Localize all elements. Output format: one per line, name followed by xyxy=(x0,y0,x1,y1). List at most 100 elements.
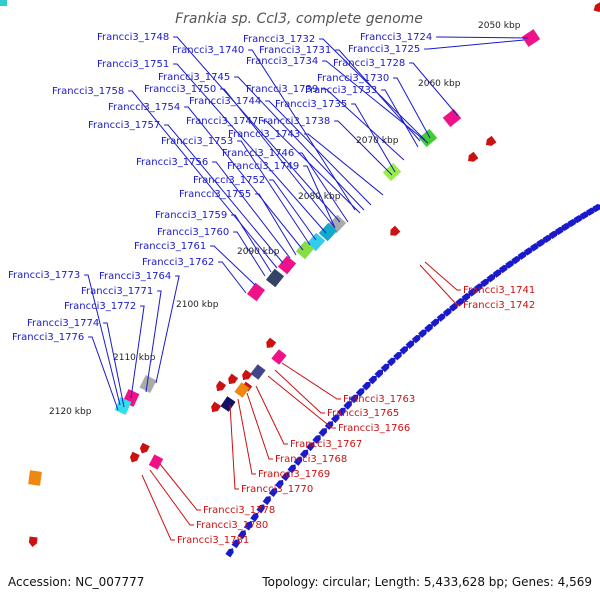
forward-gene-arrow xyxy=(355,388,365,397)
gene-label-reverse: Francci3_1781 xyxy=(177,535,249,546)
leader-line xyxy=(255,385,288,445)
forward-gene-arrow xyxy=(318,428,328,437)
reverse-gene xyxy=(28,536,38,547)
gene-label-forward: Francci3_1731 xyxy=(259,45,331,56)
forward-gene-arrow xyxy=(486,274,496,283)
forward-gene-arrow xyxy=(312,435,321,444)
gene-label-reverse: Francci3_1778 xyxy=(203,505,275,516)
gene-label-forward: Francci3_1725 xyxy=(348,44,420,55)
leader-line xyxy=(88,336,119,411)
leader-line xyxy=(155,275,180,384)
forward-gene-arrow xyxy=(299,449,309,459)
leader-line xyxy=(255,193,297,256)
forward-gene-arrow xyxy=(411,334,421,344)
forward-gene-arrow xyxy=(480,278,490,288)
leader-line xyxy=(234,76,365,211)
gene-label-forward: Francci3_1752 xyxy=(193,175,265,186)
forward-gene-arrow xyxy=(281,472,290,482)
gene-label-forward: Francci3_1739 xyxy=(246,84,318,95)
forward-gene-arrow xyxy=(554,226,565,236)
gene-label-forward: Francci3_1749 xyxy=(227,161,299,172)
forward-gene-arrow xyxy=(424,324,434,333)
forward-gene-arrow xyxy=(573,215,583,224)
forward-gene-arrow xyxy=(498,264,508,274)
gene-label-forward: Francci3_1732 xyxy=(243,34,315,45)
leader-line xyxy=(393,77,431,139)
gene-label-forward: Francci3_1740 xyxy=(172,45,244,56)
forward-gene-box xyxy=(28,470,42,486)
leader-line xyxy=(419,264,461,306)
leader-line xyxy=(436,36,529,39)
leader-line xyxy=(335,49,421,142)
tick-label: 2050 kbp xyxy=(478,21,521,31)
leader-line xyxy=(229,404,239,490)
gene-label-forward: Francci3_1750 xyxy=(144,84,216,95)
gene-label-reverse: Francci3_1742 xyxy=(463,300,535,311)
forward-gene-arrow xyxy=(330,414,340,424)
reverse-gene xyxy=(485,135,497,146)
leader-line xyxy=(281,362,341,400)
leader-line xyxy=(141,474,175,541)
leader-line xyxy=(231,214,272,273)
forward-gene-arrow xyxy=(511,255,521,265)
reverse-gene xyxy=(266,337,277,348)
gene-label-forward: Francci3_1744 xyxy=(189,96,261,107)
forward-gene-arrow xyxy=(380,363,390,373)
gene-label-forward: Francci3_1764 xyxy=(99,271,171,282)
forward-gene-arrow xyxy=(268,487,278,497)
gene-label-forward: Francci3_1748 xyxy=(97,32,169,43)
leader-line xyxy=(212,161,291,259)
reverse-gene xyxy=(129,451,140,463)
tick-label: 2120 kbp xyxy=(49,407,92,417)
gene-features xyxy=(0,0,600,558)
forward-gene-arrow xyxy=(567,218,577,228)
forward-gene-arrow xyxy=(418,329,427,338)
gene-label-forward: Francci3_1759 xyxy=(155,210,227,221)
forward-gene-arrow xyxy=(430,318,440,328)
forward-gene-arrow xyxy=(548,230,558,240)
forward-gene-arrow xyxy=(225,548,234,558)
reverse-gene xyxy=(242,369,253,381)
gene-label-forward: Francci3_1760 xyxy=(157,227,229,238)
gene-label-reverse: Francci3_1769 xyxy=(258,469,330,480)
forward-gene-arrow xyxy=(405,340,415,350)
leader-line xyxy=(334,120,393,176)
forward-gene-arrow xyxy=(455,298,465,307)
gene-label-reverse: Francci3_1766 xyxy=(338,423,410,434)
leader-line xyxy=(164,124,284,264)
map-title: Frankia sp. CcI3, complete genome xyxy=(175,11,423,27)
forward-gene-arrow xyxy=(237,530,247,540)
genome-summary-text: Topology: circular; Length: 5,433,628 bp… xyxy=(261,575,592,589)
forward-gene-box xyxy=(442,108,462,128)
forward-gene-arrow xyxy=(492,269,502,278)
forward-gene-arrow xyxy=(293,457,303,466)
forward-gene-arrow xyxy=(536,238,546,248)
leader-line xyxy=(267,375,336,429)
gene-label-forward: Francci3_1747 xyxy=(186,116,258,127)
forward-gene-arrow xyxy=(542,234,552,244)
forward-gene-box xyxy=(382,162,402,182)
leader-line xyxy=(248,49,356,211)
leader-line xyxy=(351,103,396,173)
gene-label-forward: Francci3_1751 xyxy=(97,59,169,70)
gene-label-forward: Francci3_1772 xyxy=(64,301,136,312)
forward-gene-arrow xyxy=(393,351,402,361)
gene-label-reverse: Francci3_1768 xyxy=(275,454,347,465)
forward-gene-arrow xyxy=(386,357,396,367)
leader-line xyxy=(130,305,145,399)
forward-gene-arrow xyxy=(250,512,259,522)
forward-gene-arrow xyxy=(561,222,571,232)
forward-gene-arrow xyxy=(362,382,371,391)
gene-label-forward: Francci3_1746 xyxy=(222,148,294,159)
tick-label: 2080 kbp xyxy=(298,192,341,202)
forward-gene-arrow xyxy=(436,313,446,322)
gene-label-forward: Francci3_1758 xyxy=(52,86,124,97)
forward-gene-arrow xyxy=(523,247,533,256)
reverse-gene xyxy=(220,396,236,412)
gene-label-forward: Francci3_1724 xyxy=(360,32,432,43)
forward-gene-arrow xyxy=(592,204,600,213)
forward-gene-box xyxy=(521,29,541,47)
tick-label: 2060 kbp xyxy=(418,79,461,89)
leader-line xyxy=(84,274,121,406)
